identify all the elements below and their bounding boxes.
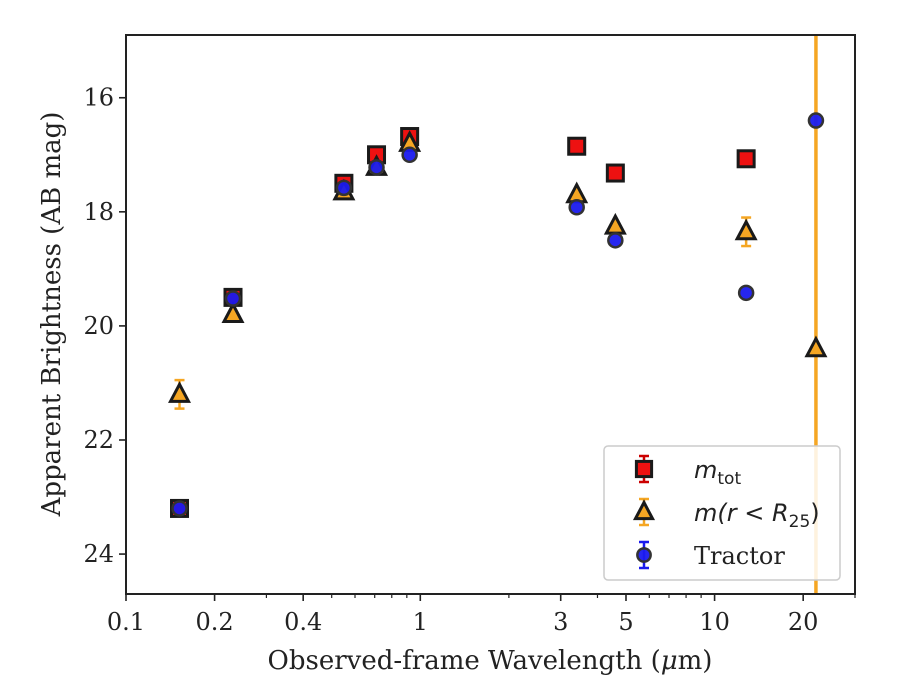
tractor-point [568, 199, 585, 216]
y-tick-label: 20 [83, 312, 114, 340]
tractor-point [807, 112, 825, 129]
mr25-point [734, 218, 758, 241]
x-axis-label: Observed-frame Wavelength (μm) [268, 646, 713, 676]
mr25-point [168, 381, 192, 403]
y-tick-label: 24 [83, 540, 114, 568]
legend: mtot m(r < R25) Tractor [603, 445, 841, 581]
y-tick-label: 16 [83, 84, 114, 112]
x-tick-label: 20 [788, 608, 819, 636]
x-tick-label: 5 [618, 608, 633, 636]
x-tick-label: 0.4 [284, 608, 322, 636]
legend-item-tractor-label: Tractor [694, 542, 785, 570]
tractor-point [368, 159, 385, 176]
legend-box [603, 445, 841, 581]
legend-item-mtot-label: mtot [694, 456, 741, 489]
mtot-point [567, 136, 587, 156]
legend-label-tail: ) [810, 499, 819, 527]
y-tick-label: 22 [83, 426, 114, 454]
x-tick-label: 1 [413, 608, 428, 636]
x-tick-label: 0.1 [107, 608, 145, 636]
mtot-point [736, 149, 756, 169]
legend-label-main: Tractor [694, 542, 785, 570]
legend-item-mr25: m(r < R25) [632, 497, 820, 532]
x-axis-label-text: Observed-frame Wavelength ( [268, 646, 661, 676]
x-axis-ticks: 0.1 0.2 0.4 1 3 5 10 20 [107, 594, 856, 636]
tractor-point [335, 179, 353, 197]
x-tick-label: 3 [553, 608, 568, 636]
legend-swatch-marker [636, 547, 652, 563]
legend-label-sub: tot [717, 469, 741, 489]
tractor-point [737, 284, 755, 302]
x-axis-label-tail: m) [678, 646, 713, 676]
legend-item-mr25-label: m(r < R25) [694, 499, 820, 532]
legend-item-mtot: mtot [634, 454, 741, 489]
x-tick-label: 10 [699, 608, 730, 636]
y-tick-label: 18 [83, 198, 114, 226]
data-marks [168, 112, 828, 518]
tractor-point [224, 290, 242, 307]
tractor-point [607, 232, 624, 249]
legend-label-main: m [694, 456, 717, 484]
x-axis-label-mu: μ [661, 646, 678, 676]
y-axis-label: Apparent Brightness (AB mag) [37, 112, 67, 518]
x-tick-label: 0.2 [196, 608, 234, 636]
legend-label-main: m(r < R [694, 499, 789, 527]
tractor-point [171, 500, 188, 517]
legend-item-tractor: Tractor [636, 540, 785, 570]
legend-swatch-marker [632, 499, 656, 521]
legend-label-sub: 25 [789, 512, 811, 532]
tractor-series [171, 112, 825, 517]
legend-swatch-marker [634, 459, 654, 479]
axes-frame [125, 34, 856, 595]
mtot-point [605, 163, 625, 183]
mr25-point [804, 335, 828, 358]
mr25-point [221, 301, 245, 323]
y-axis-ticks: 16 18 20 22 24 [83, 84, 126, 568]
tractor-point [401, 146, 418, 164]
